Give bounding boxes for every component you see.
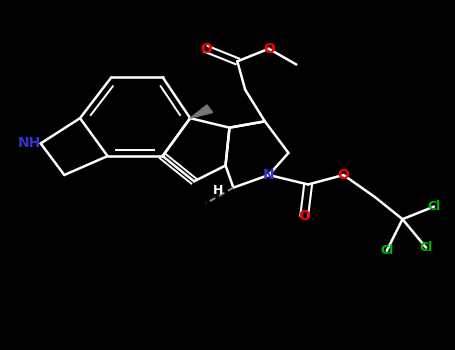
Text: O: O <box>200 42 212 56</box>
Text: O: O <box>263 42 275 56</box>
Text: Cl: Cl <box>420 241 433 254</box>
Text: O: O <box>298 209 310 223</box>
Text: N: N <box>263 168 275 182</box>
Polygon shape <box>190 105 212 118</box>
Text: O: O <box>338 168 349 182</box>
Text: Cl: Cl <box>380 244 394 257</box>
Text: NH: NH <box>18 136 41 150</box>
Text: Cl: Cl <box>427 200 440 213</box>
Text: H: H <box>212 184 223 197</box>
